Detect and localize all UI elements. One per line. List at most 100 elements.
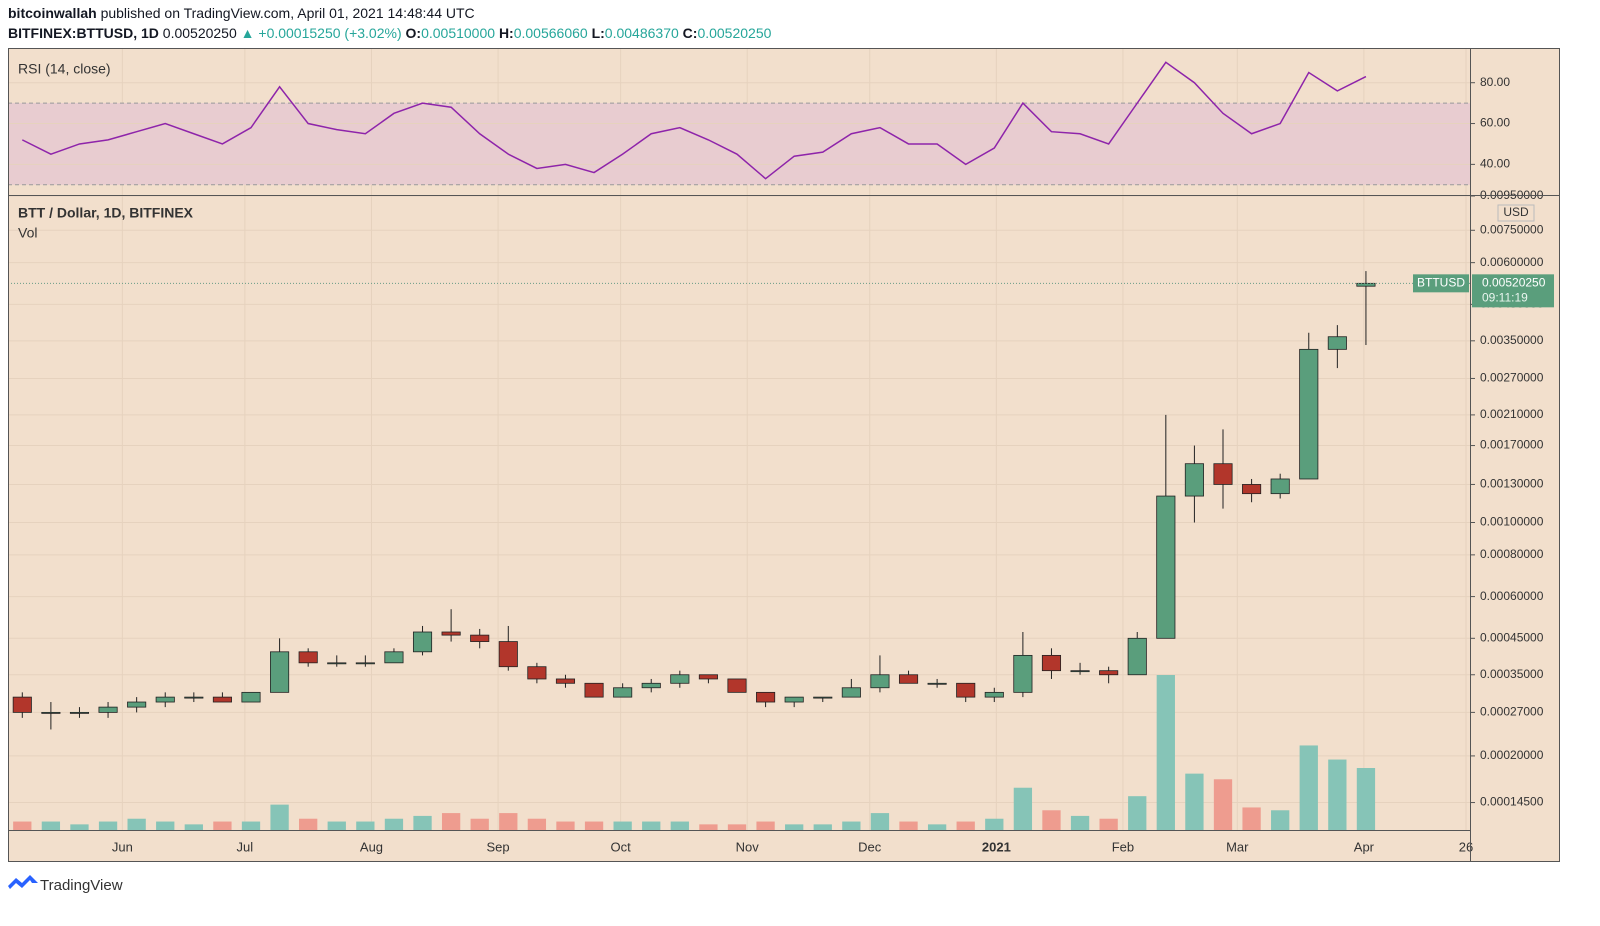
x-tick-label: Feb	[1112, 839, 1134, 854]
x-tick-label: Dec	[858, 839, 882, 854]
volume-bar	[899, 821, 918, 830]
candle-body	[1356, 282, 1376, 287]
candle-body	[298, 651, 318, 664]
chart-frame	[8, 48, 1560, 862]
volume-bar	[642, 821, 661, 830]
countdown-label: 09:11:19	[1482, 291, 1528, 305]
ohlc-value: 0.00486370	[605, 25, 679, 41]
volume-bar	[956, 821, 975, 830]
candle-body	[784, 696, 804, 703]
volume-bar	[1070, 815, 1090, 830]
candle-body	[1013, 654, 1033, 693]
x-tick-label: Sep	[487, 839, 510, 854]
candle-body	[1242, 484, 1262, 495]
candle-body	[470, 634, 490, 642]
y-tick-label: 0.00045000	[1480, 630, 1544, 644]
volume-bar	[1185, 773, 1204, 830]
volume-bar	[441, 813, 461, 830]
volume-bar	[727, 824, 747, 830]
volume-bar	[213, 821, 232, 830]
candle-body	[1213, 463, 1233, 485]
x-tick-label: 26	[1459, 839, 1473, 854]
candle-body	[69, 711, 90, 714]
y-tick-label: 0.00750000	[1480, 222, 1544, 236]
volume-bar	[756, 821, 775, 830]
x-tick-label: Oct	[610, 839, 631, 854]
volume-bar	[327, 821, 346, 830]
candle-body	[155, 696, 175, 703]
y-tick-label: 0.00100000	[1480, 515, 1544, 529]
author: bitcoinwallah	[8, 5, 97, 21]
symbol-badge-label: BTTUSD	[1417, 276, 1465, 290]
candle-body	[698, 674, 718, 680]
candle-body	[98, 706, 118, 713]
symbol-line: BITFINEX:BTTUSD, 1D 0.00520250 ▲ +0.0001…	[8, 25, 772, 41]
volume-bar	[556, 821, 575, 830]
ohlc-value: 0.00520250	[697, 25, 771, 41]
volume-bar	[413, 815, 432, 830]
currency: USD	[1503, 205, 1529, 219]
volume-bar	[1013, 787, 1033, 830]
candle-body	[1327, 336, 1347, 350]
volume-bar	[985, 818, 1004, 830]
rsi-band	[8, 103, 1470, 185]
candle-body	[641, 682, 661, 689]
ohlc-key: L:	[592, 25, 605, 41]
candle-body	[527, 666, 547, 680]
last-price: 0.00520250	[163, 25, 237, 41]
volume-bar	[1328, 759, 1347, 830]
y-tick-label: 0.00130000	[1480, 477, 1544, 491]
volume-bar	[842, 821, 861, 830]
ohlc-value: 0.00566060	[514, 25, 588, 41]
volume-bar	[241, 821, 261, 830]
y-tick-label: 0.00270000	[1480, 371, 1544, 385]
candle-body	[756, 691, 776, 703]
y-tick-label: 0.00210000	[1480, 407, 1544, 421]
candle-body	[441, 631, 461, 636]
y-tick-label: 40.00	[1480, 157, 1510, 171]
candle-body	[870, 674, 890, 689]
rsi-title: RSI (14, close)	[18, 61, 111, 77]
candle-body	[241, 691, 261, 703]
x-tick-label: Apr	[1354, 839, 1375, 854]
price-badge	[1472, 274, 1554, 308]
volume-bar	[499, 813, 518, 830]
y-tick-label: 0.00080000	[1480, 547, 1544, 561]
volume-bar	[1299, 745, 1318, 830]
candle-body	[270, 651, 290, 693]
candle-body	[670, 674, 690, 684]
candle-body	[727, 678, 747, 693]
candle-body	[1156, 495, 1176, 639]
rsi-line	[21, 61, 1367, 180]
volume-bar	[470, 818, 489, 830]
candle-body	[355, 662, 375, 665]
ohlc-key: O:	[406, 25, 422, 41]
plot: Jun Jul Aug Sep Oct Nov Dec 2021 Feb Mar Apr 26 0.00…	[8, 61, 1554, 854]
y-tick-label: 80.00	[1480, 75, 1510, 89]
candle-body	[1070, 670, 1090, 673]
candle-body	[498, 641, 518, 668]
x-tick-label: Jul	[237, 839, 254, 854]
y-tick-label: 0.00014500	[1480, 795, 1544, 809]
volume-bar	[613, 821, 632, 830]
ohlc-value: 0.00510000	[421, 25, 495, 41]
candle-body	[212, 696, 232, 703]
volume-bar	[356, 821, 375, 830]
candle-body	[327, 662, 347, 665]
volume-bar	[670, 821, 689, 830]
candle-body	[384, 651, 404, 664]
candle-body	[1270, 478, 1290, 495]
y-tick-label: 0.00600000	[1480, 255, 1544, 269]
y-tick-label: 0.00020000	[1480, 748, 1544, 762]
x-tick-label: Mar	[1226, 839, 1249, 854]
volume-bar	[1271, 810, 1290, 830]
volume-bar	[813, 824, 832, 830]
header-line: bitcoinwallah published on TradingView.c…	[8, 5, 475, 21]
candle-body	[127, 701, 147, 708]
volume-bar	[927, 824, 947, 830]
volume-bar	[384, 818, 404, 830]
volume-bar	[1128, 796, 1147, 830]
volume-bar	[870, 813, 890, 830]
ohlc-key: C:	[683, 25, 698, 41]
candle-body	[412, 631, 433, 653]
